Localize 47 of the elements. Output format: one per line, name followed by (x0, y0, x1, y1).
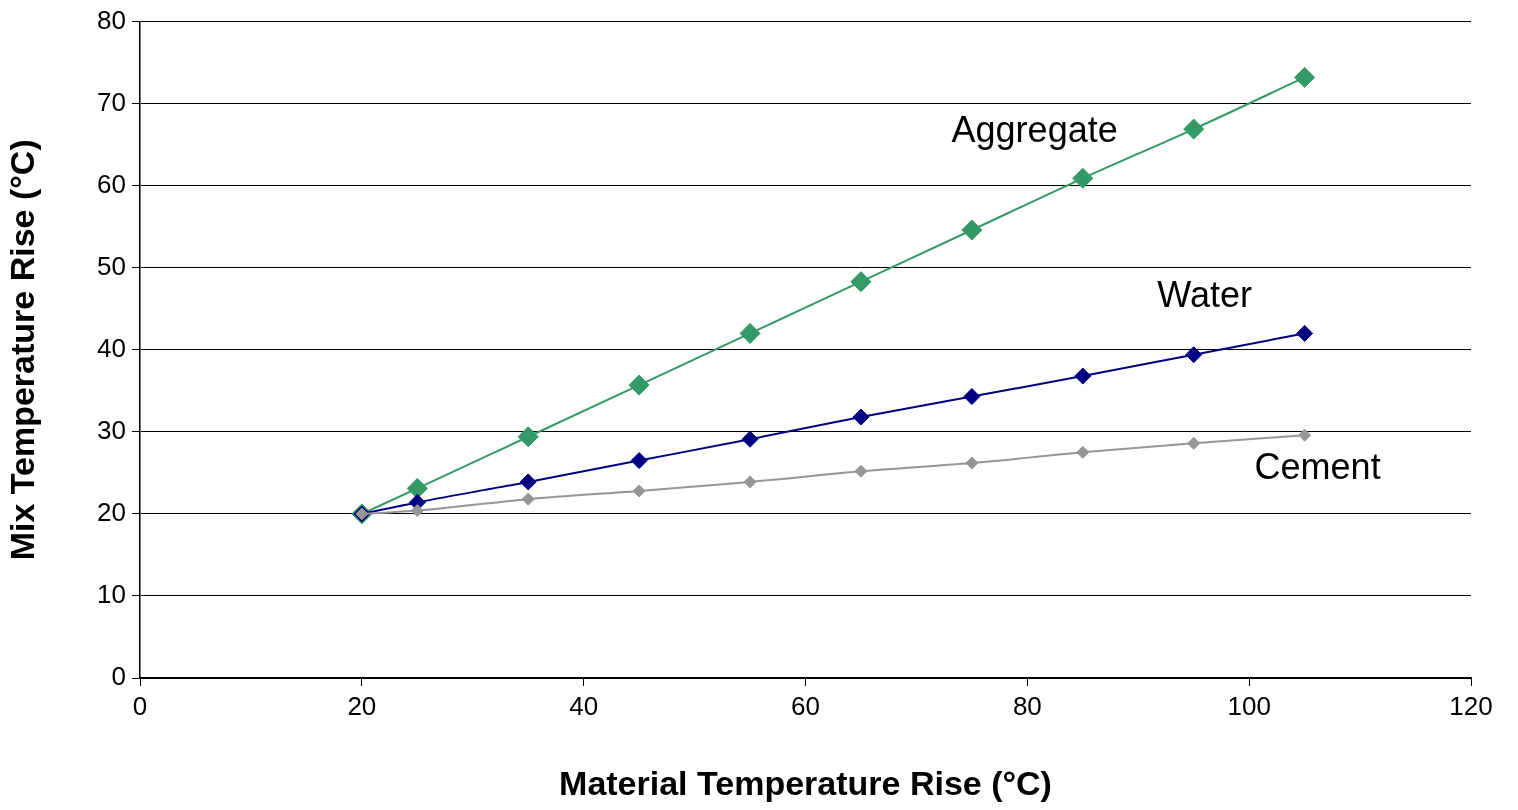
y-tick-label: 50 (97, 250, 126, 281)
series-label: Aggregate (951, 109, 1118, 151)
y-tick-label: 10 (97, 579, 126, 610)
point (1074, 367, 1092, 385)
point (963, 388, 981, 406)
point (854, 464, 868, 478)
point (1183, 118, 1205, 140)
y-tick-label: 40 (97, 332, 126, 363)
point (406, 477, 428, 499)
point (630, 452, 648, 470)
point (1298, 428, 1312, 442)
point (519, 473, 537, 491)
point (961, 219, 983, 241)
y-tick-label: 20 (97, 497, 126, 528)
y-tick-label: 60 (97, 168, 126, 199)
x-tick-label: 80 (1012, 690, 1042, 721)
point (1294, 66, 1316, 88)
x-tick-label: 0 (132, 690, 148, 721)
point (1076, 445, 1090, 459)
x-tick-label: 120 (1449, 690, 1493, 721)
x-tick-label: 20 (347, 690, 377, 721)
y-tick-label: 30 (97, 415, 126, 446)
point (739, 322, 761, 344)
point (1072, 167, 1094, 189)
y-tick-label: 80 (97, 4, 126, 35)
point (1296, 324, 1314, 342)
point (741, 430, 759, 448)
point (852, 408, 870, 426)
y-tick-label: 0 (111, 661, 126, 692)
point (410, 504, 424, 518)
point (517, 426, 539, 448)
point (965, 456, 979, 470)
y-tick-label: 70 (97, 86, 126, 117)
point (850, 271, 872, 293)
point (521, 492, 535, 506)
point (743, 475, 757, 489)
x-tick-label: 60 (791, 690, 820, 721)
point (1187, 436, 1201, 450)
series-label: Cement (1254, 446, 1381, 488)
x-tick-label: 100 (1227, 690, 1271, 721)
series-label: Water (1157, 274, 1252, 316)
point (632, 484, 646, 498)
x-axis-title: Material Temperature Rise (°C) (559, 763, 1052, 802)
y-axis-title: Mix Temperature Rise (°C) (2, 139, 41, 561)
point (628, 374, 650, 396)
point (1185, 346, 1203, 364)
x-tick-label: 40 (569, 690, 599, 721)
